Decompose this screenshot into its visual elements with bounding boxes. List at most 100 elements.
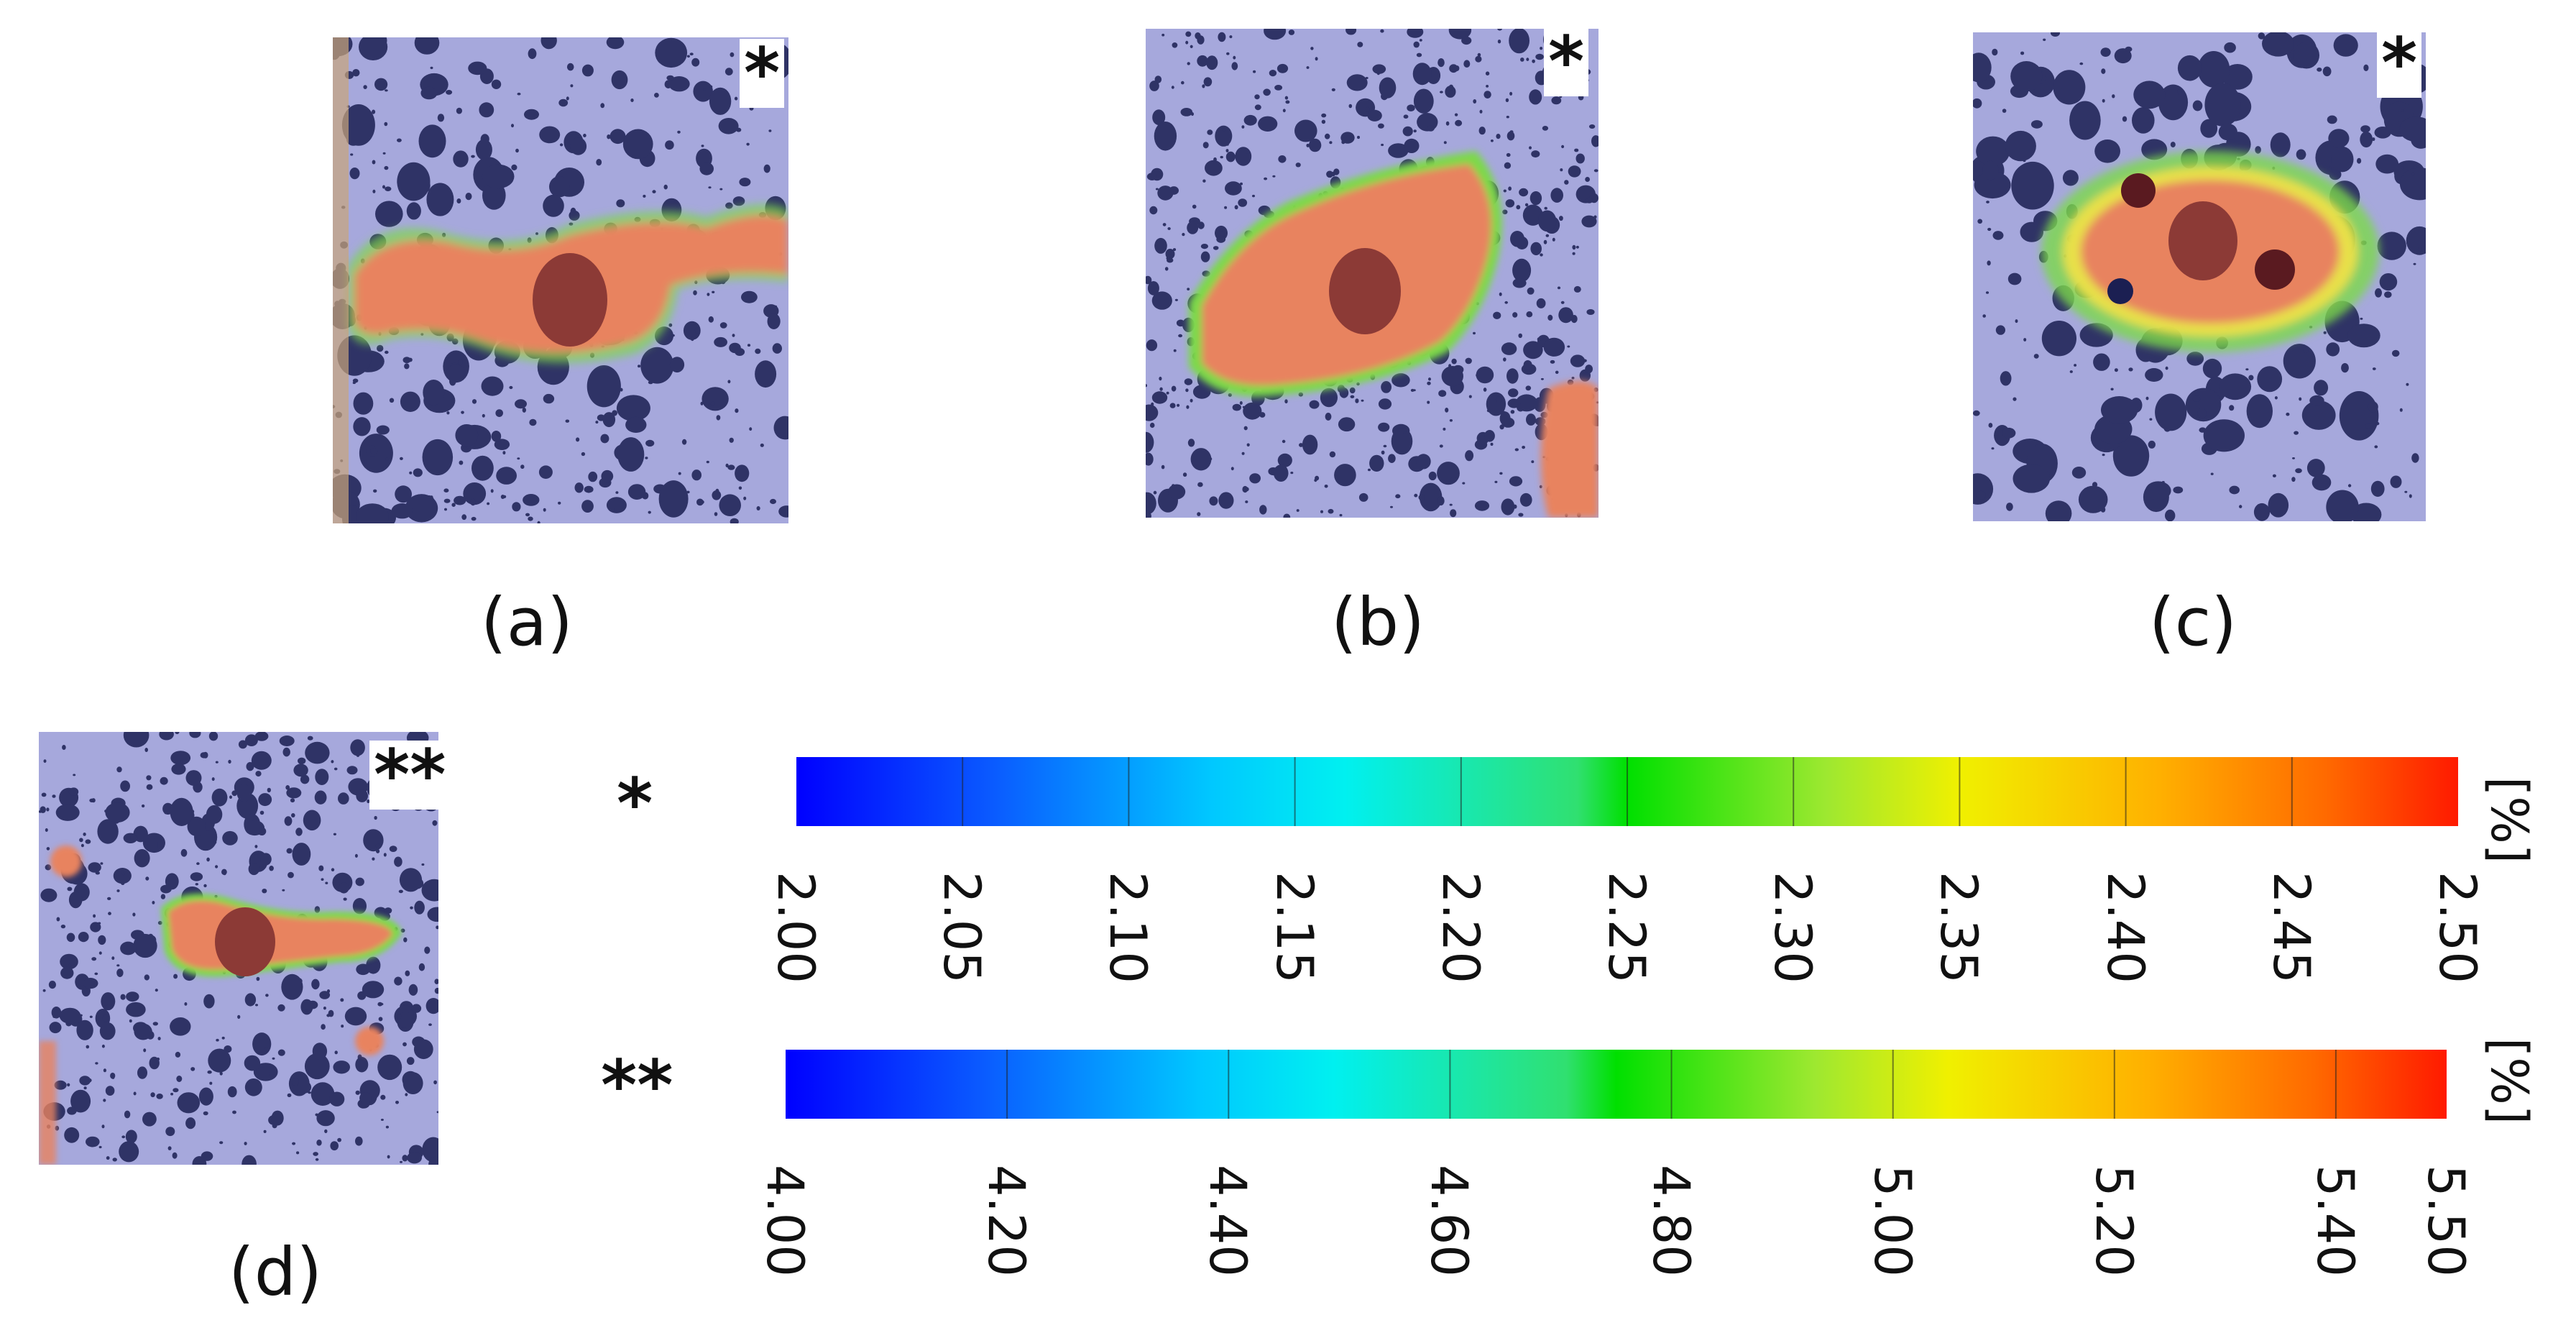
pore xyxy=(1973,98,1982,109)
pore xyxy=(60,966,74,979)
pore xyxy=(2255,146,2261,154)
pore xyxy=(255,1004,258,1007)
pore xyxy=(372,189,376,193)
pore xyxy=(42,989,46,992)
pore xyxy=(397,162,431,201)
pore xyxy=(237,1014,241,1019)
pore xyxy=(654,93,659,98)
pore xyxy=(1506,152,1511,157)
pore xyxy=(2413,165,2417,169)
pore xyxy=(1269,70,1277,77)
pore xyxy=(2274,396,2278,400)
pore xyxy=(170,797,193,826)
pore xyxy=(377,1002,382,1007)
pore xyxy=(1276,63,1289,73)
pore xyxy=(298,757,306,764)
pore xyxy=(1147,281,1159,295)
pore xyxy=(2357,157,2362,164)
pore xyxy=(1445,121,1450,126)
pore xyxy=(1572,244,1576,250)
pore xyxy=(673,200,676,203)
pore xyxy=(445,357,448,360)
pore xyxy=(1241,452,1245,455)
pore xyxy=(363,85,367,89)
pore xyxy=(1523,341,1543,359)
pore xyxy=(94,972,98,976)
pore xyxy=(1182,472,1187,477)
pore xyxy=(1982,160,1999,180)
pore xyxy=(2295,468,2302,474)
pore xyxy=(1249,473,1261,484)
pore xyxy=(408,984,418,996)
panel-a-image xyxy=(333,37,788,523)
pore xyxy=(1443,427,1446,431)
pore xyxy=(286,787,302,799)
pore xyxy=(2033,354,2039,359)
pore xyxy=(434,987,438,994)
pore xyxy=(171,764,186,775)
pore xyxy=(1309,400,1320,409)
pore xyxy=(755,348,761,354)
pore xyxy=(491,431,502,442)
pore xyxy=(108,912,111,915)
pore xyxy=(321,878,324,881)
pore xyxy=(1241,125,1245,129)
pore xyxy=(1412,63,1432,86)
pore xyxy=(743,496,747,500)
pore xyxy=(395,485,412,503)
pore xyxy=(606,497,627,513)
pore xyxy=(1532,59,1535,63)
colorbar-tick-label: 4.60 xyxy=(1420,1165,1479,1277)
pore xyxy=(103,1099,106,1102)
pore xyxy=(384,122,388,127)
pore xyxy=(471,155,475,158)
pore xyxy=(2186,352,2204,366)
pore xyxy=(177,1092,201,1114)
pore xyxy=(1445,408,1449,413)
pore xyxy=(325,881,328,884)
pore xyxy=(1558,307,1573,324)
pore xyxy=(1339,388,1349,398)
pore xyxy=(1568,165,1581,178)
pore xyxy=(1985,291,1990,294)
pore xyxy=(244,1078,262,1096)
pore xyxy=(1559,216,1563,221)
pore xyxy=(389,846,397,852)
pore xyxy=(1149,81,1159,91)
pore xyxy=(1315,57,1318,61)
pore xyxy=(1449,503,1453,506)
pore xyxy=(329,1091,345,1106)
pore xyxy=(134,1023,152,1040)
pore xyxy=(1178,334,1183,338)
pore xyxy=(1530,242,1542,256)
pore xyxy=(384,165,389,170)
pore xyxy=(105,802,130,822)
pore xyxy=(350,739,365,756)
pore xyxy=(304,1053,330,1080)
pore xyxy=(772,343,782,354)
pore xyxy=(434,979,438,984)
pore xyxy=(432,820,438,826)
pore xyxy=(1506,116,1509,119)
pore xyxy=(357,1054,362,1060)
pore xyxy=(359,37,388,60)
pore xyxy=(1486,392,1506,416)
pore xyxy=(45,828,48,832)
pore xyxy=(1159,387,1163,391)
pore xyxy=(88,1078,92,1083)
pore xyxy=(1164,267,1169,271)
pore xyxy=(1308,138,1322,152)
pore xyxy=(2294,42,2319,69)
pore xyxy=(89,1015,93,1018)
pore xyxy=(1486,409,1491,413)
pore xyxy=(2229,485,2240,495)
pore xyxy=(2125,46,2133,52)
pore xyxy=(254,845,258,848)
pore xyxy=(187,816,206,837)
pore xyxy=(170,1017,191,1036)
pore xyxy=(1518,333,1522,339)
pore xyxy=(2218,123,2237,141)
pore xyxy=(1146,492,1156,515)
pore xyxy=(2165,509,2176,521)
pore xyxy=(2020,51,2025,55)
